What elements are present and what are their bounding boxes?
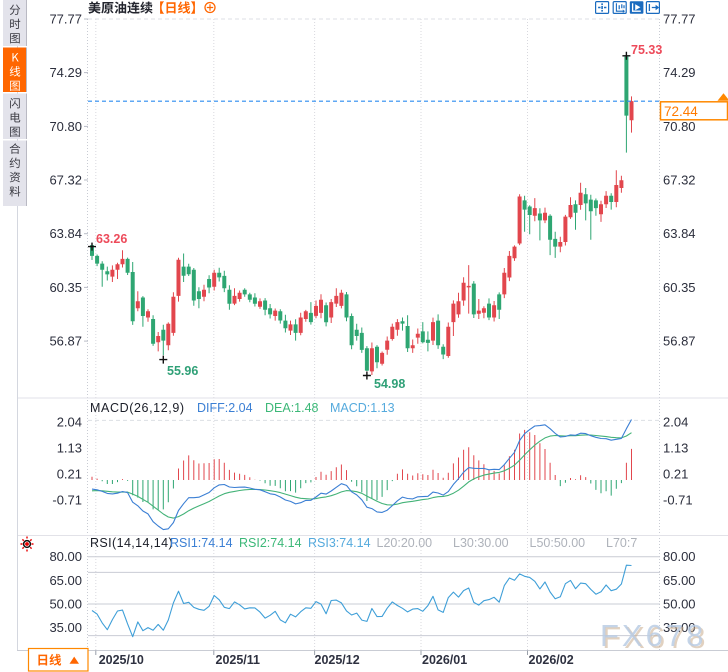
svg-text:2026/02: 2026/02 — [529, 653, 574, 667]
svg-text:35.00: 35.00 — [49, 620, 82, 635]
svg-text:77.77: 77.77 — [663, 12, 696, 27]
svg-text:2025/12: 2025/12 — [315, 653, 360, 667]
svg-text:77.77: 77.77 — [49, 12, 82, 27]
svg-text:0.21: 0.21 — [663, 467, 688, 482]
svg-text:60.35: 60.35 — [49, 280, 82, 295]
svg-text:1.13: 1.13 — [57, 440, 82, 455]
svg-text:RSI1:74.14: RSI1:74.14 — [170, 536, 233, 550]
svg-text:L70:7: L70:7 — [606, 536, 637, 550]
svg-text:0.21: 0.21 — [57, 467, 82, 482]
svg-text:60.35: 60.35 — [663, 280, 696, 295]
svg-text:65.00: 65.00 — [663, 573, 696, 588]
svg-text:50.00: 50.00 — [49, 597, 82, 612]
svg-text:80.00: 80.00 — [49, 549, 82, 564]
svg-text:56.87: 56.87 — [49, 334, 82, 349]
svg-text:2.04: 2.04 — [663, 415, 688, 430]
svg-text:2025/10: 2025/10 — [99, 653, 144, 667]
svg-text:63.84: 63.84 — [49, 226, 82, 241]
svg-text:67.32: 67.32 — [663, 173, 696, 188]
svg-text:-0.71: -0.71 — [52, 493, 82, 508]
svg-text:72.44: 72.44 — [664, 104, 698, 119]
svg-text:35.00: 35.00 — [663, 620, 696, 635]
svg-text:2.04: 2.04 — [57, 415, 82, 430]
svg-text:FX678: FX678 — [600, 618, 706, 653]
svg-text:RSI(14,14,14): RSI(14,14,14) — [90, 536, 173, 550]
svg-text:65.00: 65.00 — [49, 573, 82, 588]
svg-text:74.29: 74.29 — [49, 65, 82, 80]
svg-text:74.29: 74.29 — [663, 65, 696, 80]
svg-text:80.00: 80.00 — [663, 549, 696, 564]
svg-text:L30:30.00: L30:30.00 — [453, 536, 509, 550]
svg-text:MACD:1.13: MACD:1.13 — [330, 401, 395, 415]
svg-text:54.98: 54.98 — [374, 377, 405, 391]
svg-text:75.33: 75.33 — [631, 43, 662, 57]
svg-text:70.80: 70.80 — [49, 119, 82, 134]
svg-text:2025/11: 2025/11 — [216, 653, 261, 667]
svg-text:RSI2:74.14: RSI2:74.14 — [239, 536, 302, 550]
svg-text:63.26: 63.26 — [96, 232, 127, 246]
svg-text:70.80: 70.80 — [663, 119, 696, 134]
svg-text:56.87: 56.87 — [663, 334, 696, 349]
svg-text:2026/01: 2026/01 — [422, 653, 467, 667]
svg-text:FX678: FX678 — [602, 620, 708, 655]
svg-text:MACD(26,12,9): MACD(26,12,9) — [90, 401, 185, 415]
svg-text:55.96: 55.96 — [167, 364, 198, 378]
svg-text:50.00: 50.00 — [663, 597, 696, 612]
svg-text:L50:50.00: L50:50.00 — [530, 536, 586, 550]
svg-text:1.13: 1.13 — [663, 440, 688, 455]
svg-text:L20:20.00: L20:20.00 — [377, 536, 433, 550]
svg-text:DEA:1.48: DEA:1.48 — [265, 401, 319, 415]
svg-text:RSI3:74.14: RSI3:74.14 — [308, 536, 371, 550]
svg-text:67.32: 67.32 — [49, 173, 82, 188]
svg-text:63.84: 63.84 — [663, 226, 696, 241]
svg-text:-0.71: -0.71 — [663, 493, 693, 508]
svg-text:DIFF:2.04: DIFF:2.04 — [197, 401, 253, 415]
